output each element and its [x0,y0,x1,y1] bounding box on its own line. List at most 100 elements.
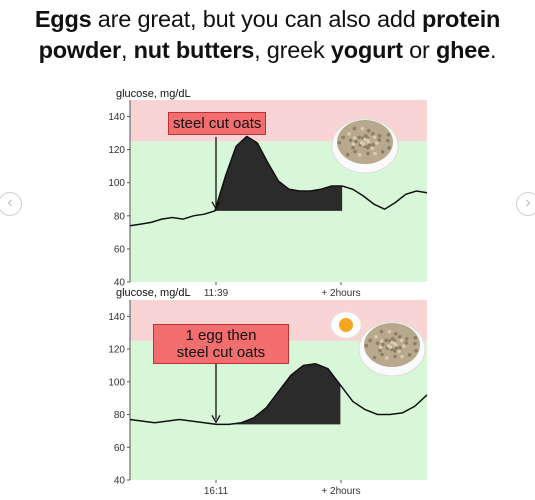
oat-speck [377,138,382,142]
oat-speck [365,145,370,150]
x-tick-label: + 2hours [321,486,360,497]
y-tick-label: 100 [108,178,125,189]
oat-speck [351,145,355,150]
y-tick-label: 120 [108,145,125,156]
oat-speck [384,356,389,360]
headline-text: , greek [254,37,331,63]
oat-speck [348,138,353,143]
oat-speck [378,345,383,349]
oat-speck [372,355,377,360]
oat-speck [413,335,418,340]
headline-powder: powder [38,37,122,63]
oat-speck [378,348,382,353]
oat-speck [386,132,391,137]
oat-speck [387,146,391,150]
oat-speck [379,339,384,343]
oat-speck [392,348,397,353]
oat-speck [361,142,366,147]
headline-eggs: Eggs [34,6,92,32]
chevron-right-icon: › [525,194,531,211]
oat-speck [374,335,378,339]
oats [337,120,393,164]
annotation-arrowhead [211,415,221,424]
oat-speck [354,139,358,144]
oat-speck [347,132,351,136]
oat-speck [352,136,357,140]
oat-speck [351,142,356,146]
oat-speck [375,341,380,346]
headline-protein: protein [421,6,501,32]
y-tick-label: 140 [108,112,125,123]
x-tick-label: + 2hours [321,288,360,299]
oat-speck [380,352,384,357]
headline-line-2: powder, nut butters, greek yogurt or ghe… [0,35,535,66]
oat-speck [345,152,350,157]
oat-speck [368,338,372,343]
oat-speck [397,349,402,354]
chart1-oatmeal-bowl-icon [331,118,399,174]
chart1-annotation: steel cut oats [168,112,267,135]
oats [364,323,420,367]
y-tick-label: 40 [114,476,126,487]
oat-speck [381,342,385,347]
chart2-oatmeal-bowl-icon [358,321,426,377]
oat-speck [377,133,382,138]
headline: Eggs are great, but you can also add pro… [0,4,535,66]
oat-speck [372,135,377,139]
chart1-annotation-text: steel cut oats [173,115,262,132]
oat-speck [390,340,394,345]
y-tick-label: 120 [108,345,125,356]
oat-speck [366,128,371,133]
headline-yogurt: yogurt [330,37,403,63]
egg-yolk [339,318,353,332]
carousel-prev-button[interactable]: ‹ [0,192,22,216]
oat-speck [353,149,357,154]
oat-speck [367,143,372,147]
oat-speck [371,143,375,147]
chevron-left-icon: ‹ [7,194,13,211]
headline-ghee: ghee [435,37,491,63]
y-tick-label: 80 [114,410,126,421]
oat-speck [341,135,345,140]
oat-speck [360,126,365,131]
carousel-next-button[interactable]: › [516,192,535,216]
oat-speck [371,131,375,136]
chart2-annotation: 1 egg then steel cut oats [153,324,289,364]
oat-speck [357,153,362,157]
oat-speck [363,137,367,142]
annotation-arrowhead [211,201,221,211]
y-tick-label: 80 [114,211,126,222]
fried-egg-icon [330,311,362,339]
oat-speck [404,341,409,345]
chart1-ylabel: glucose, mg/dL [116,88,191,100]
oat-speck [407,353,412,357]
oat-speck [357,135,361,140]
chart2-annotation-line-1: 1 egg then [185,327,257,344]
oat-speck [399,338,404,342]
headline-text: , [120,37,134,63]
y-tick-label: 40 [114,278,126,289]
headline-nut-butters: nut butters [133,37,255,63]
oat-speck [394,346,399,350]
oat-speck [364,343,369,348]
oat-speck [374,141,379,145]
headline-text: are great, but you can also add [91,6,422,32]
oat-speck [337,140,342,145]
oat-speck [384,338,388,343]
chart2-ylabel: glucose, mg/dL [116,287,191,299]
x-tick-label: 16:11 [204,486,229,497]
y-tick-label: 60 [114,443,126,454]
oat-speck [398,334,402,339]
glucose-response-area [229,363,341,425]
headline-text: . [490,37,497,63]
oat-speck [366,151,370,156]
headline-text: or [402,37,436,63]
oat-speck [370,146,375,151]
oat-speck [401,344,406,348]
oat-speck [414,349,418,353]
headline-line-1: Eggs are great, but you can also add pro… [0,4,535,35]
oat-speck [387,329,392,334]
glucose-response-area [214,136,343,211]
